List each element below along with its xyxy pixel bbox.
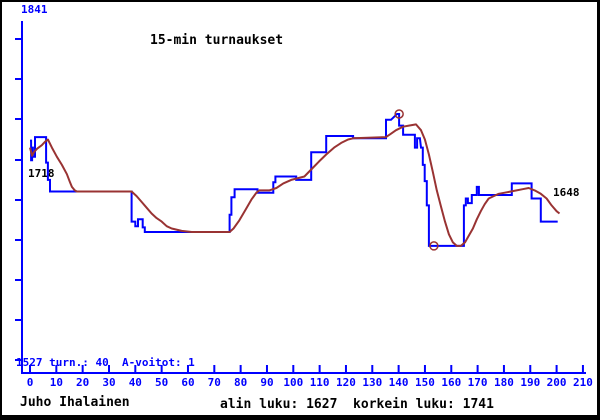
x-tick-label: 180 — [494, 376, 514, 389]
low-marker — [429, 241, 439, 251]
smoothed-average-line — [29, 123, 561, 247]
x-tick-label: 120 — [336, 376, 356, 389]
x-tick-label: 150 — [415, 376, 435, 389]
series-lines — [29, 113, 561, 247]
final-rating-label: 1648 — [553, 186, 580, 199]
x-tick-label: 10 — [50, 376, 63, 389]
start-rating-label: 1718 — [28, 167, 55, 180]
x-tick-label: 110 — [310, 376, 330, 389]
min-max-summary: alin luku: 1627 korkein luku: 1741 — [220, 397, 494, 412]
stats-line: 1527 turn.: 40 A-voitot: 1 — [16, 356, 195, 369]
x-tick-label: 70 — [208, 376, 221, 389]
chart-title: 15-min turnaukset — [150, 33, 283, 48]
x-tick-label: 20 — [76, 376, 89, 389]
x-tick-label: 200 — [547, 376, 567, 389]
x-tick-label: 80 — [234, 376, 247, 389]
x-tick-label: 30 — [102, 376, 115, 389]
x-tick-label: 60 — [181, 376, 194, 389]
x-tick-label: 170 — [468, 376, 488, 389]
x-tick-label: 90 — [260, 376, 273, 389]
x-tick-label: 40 — [129, 376, 142, 389]
peak-marker — [394, 109, 404, 119]
x-tick-label: 50 — [155, 376, 168, 389]
x-tick-label: 190 — [520, 376, 540, 389]
extreme-markers — [394, 109, 439, 251]
axes — [15, 21, 586, 374]
player-name: Juho Ihalainen — [20, 395, 130, 410]
y-axis-max-label: 1841 — [21, 3, 48, 16]
x-tick-label: 160 — [441, 376, 461, 389]
x-tick-label: 0 — [27, 376, 34, 389]
rating-line — [30, 113, 558, 247]
x-axis-tick-labels: 0 10 20 30 40 50 60 70 80 90 100 110 120 130 140 150 160… — [27, 376, 593, 389]
rating-chart: 1841 15-min turnaukset 1718 1648 1527 tu… — [15, 3, 593, 412]
x-tick-label: 100 — [283, 376, 303, 389]
x-tick-label: 140 — [389, 376, 409, 389]
x-tick-label: 210 — [573, 376, 593, 389]
x-tick-label: 130 — [362, 376, 382, 389]
